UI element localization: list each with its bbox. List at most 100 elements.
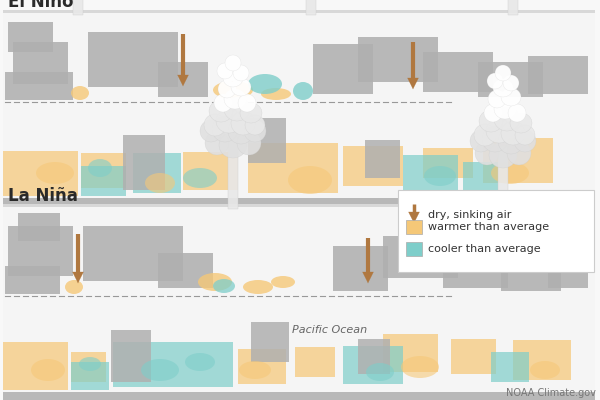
- Bar: [88, 32, 178, 87]
- Ellipse shape: [233, 65, 249, 81]
- Bar: [548, 258, 588, 288]
- Ellipse shape: [495, 65, 511, 81]
- Bar: [3, 13, 595, 198]
- Ellipse shape: [484, 104, 502, 122]
- Bar: [3, 342, 68, 390]
- Bar: [383, 236, 458, 278]
- Bar: [238, 349, 286, 384]
- Bar: [113, 342, 233, 387]
- Bar: [111, 330, 151, 382]
- Text: warmer than average: warmer than average: [428, 222, 549, 232]
- Bar: [73, 0, 83, 15]
- Bar: [8, 22, 53, 52]
- Bar: [81, 153, 126, 188]
- Ellipse shape: [212, 116, 238, 142]
- Ellipse shape: [183, 168, 217, 188]
- Ellipse shape: [530, 361, 560, 379]
- Ellipse shape: [494, 107, 520, 131]
- Bar: [295, 347, 335, 377]
- Bar: [478, 62, 543, 97]
- Ellipse shape: [231, 111, 255, 135]
- Bar: [71, 352, 106, 382]
- Bar: [306, 0, 316, 15]
- Ellipse shape: [213, 279, 235, 293]
- Ellipse shape: [231, 78, 251, 96]
- Bar: [528, 56, 588, 94]
- Bar: [3, 392, 595, 400]
- Ellipse shape: [198, 273, 232, 291]
- Bar: [248, 143, 338, 193]
- Bar: [463, 162, 498, 190]
- Ellipse shape: [479, 110, 503, 132]
- Ellipse shape: [470, 130, 492, 152]
- Text: El Niño: El Niño: [8, 0, 74, 11]
- Ellipse shape: [243, 280, 273, 294]
- Bar: [248, 118, 286, 163]
- Ellipse shape: [224, 97, 250, 121]
- Ellipse shape: [200, 120, 222, 142]
- Ellipse shape: [217, 63, 233, 79]
- Bar: [501, 259, 561, 291]
- Ellipse shape: [88, 159, 112, 177]
- Ellipse shape: [205, 131, 229, 155]
- Ellipse shape: [501, 88, 521, 106]
- Ellipse shape: [515, 125, 535, 145]
- Ellipse shape: [248, 74, 282, 94]
- Text: dry, sinking air: dry, sinking air: [428, 210, 511, 220]
- Bar: [358, 339, 390, 374]
- Ellipse shape: [491, 162, 529, 184]
- Bar: [343, 346, 403, 384]
- Ellipse shape: [141, 359, 179, 381]
- Text: Pacific Ocean: Pacific Ocean: [292, 325, 368, 335]
- Bar: [333, 246, 388, 291]
- Ellipse shape: [261, 88, 291, 100]
- Ellipse shape: [507, 141, 531, 165]
- Ellipse shape: [223, 69, 243, 87]
- Ellipse shape: [245, 115, 265, 135]
- Bar: [8, 226, 73, 276]
- Ellipse shape: [218, 80, 236, 98]
- Ellipse shape: [288, 166, 332, 194]
- Bar: [123, 135, 165, 190]
- Ellipse shape: [424, 166, 456, 186]
- Ellipse shape: [514, 130, 536, 152]
- Ellipse shape: [224, 89, 246, 109]
- Bar: [3, 151, 78, 196]
- Bar: [498, 146, 508, 209]
- Ellipse shape: [493, 79, 513, 97]
- Ellipse shape: [219, 132, 247, 158]
- Ellipse shape: [79, 357, 101, 371]
- Ellipse shape: [213, 81, 253, 99]
- Bar: [365, 140, 400, 178]
- Text: cooler than average: cooler than average: [428, 244, 541, 254]
- Bar: [483, 138, 553, 183]
- Bar: [133, 153, 181, 193]
- Bar: [508, 0, 518, 15]
- Ellipse shape: [244, 120, 266, 142]
- Ellipse shape: [474, 124, 496, 146]
- Bar: [71, 362, 109, 390]
- Bar: [13, 42, 68, 84]
- Ellipse shape: [240, 103, 262, 123]
- Ellipse shape: [204, 114, 226, 136]
- Bar: [3, 198, 595, 206]
- Ellipse shape: [503, 75, 519, 91]
- Ellipse shape: [498, 128, 524, 154]
- Ellipse shape: [225, 55, 241, 71]
- Bar: [491, 352, 529, 382]
- Bar: [423, 52, 493, 92]
- Bar: [228, 132, 238, 209]
- Ellipse shape: [185, 353, 215, 371]
- Ellipse shape: [510, 113, 532, 133]
- Bar: [81, 166, 126, 196]
- Ellipse shape: [237, 131, 261, 155]
- Bar: [5, 266, 60, 294]
- Bar: [403, 155, 458, 193]
- Bar: [358, 37, 438, 82]
- Ellipse shape: [216, 109, 242, 133]
- Bar: [3, 204, 595, 207]
- Bar: [313, 44, 373, 94]
- Ellipse shape: [401, 356, 439, 378]
- Ellipse shape: [366, 363, 394, 381]
- Bar: [183, 152, 238, 190]
